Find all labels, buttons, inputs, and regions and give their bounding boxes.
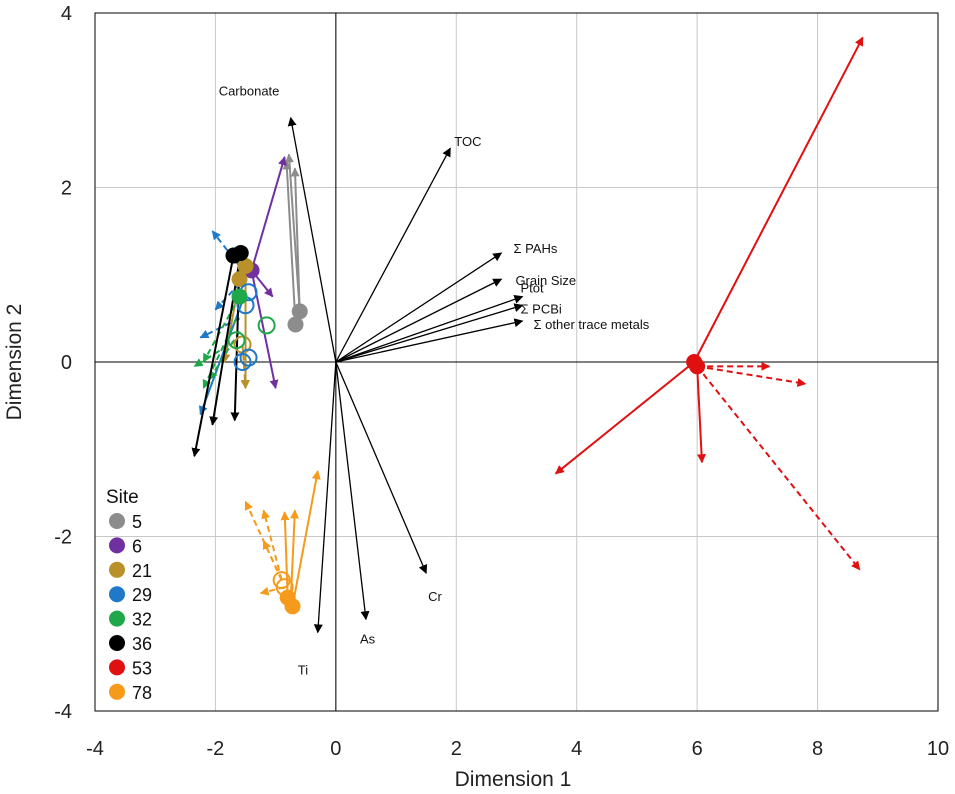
x-tick-label: -2 <box>207 738 225 760</box>
legend-marker <box>109 683 125 700</box>
loading-label: Σ PCBi <box>521 301 562 316</box>
loading-label: Σ other trace metals <box>534 317 650 332</box>
site-5-arrow <box>282 160 297 325</box>
legend-label: 5 <box>132 512 142 532</box>
site-78-arrow <box>261 509 283 581</box>
loading-label: Carbonate <box>219 84 280 99</box>
legend-label: 53 <box>132 658 152 678</box>
site-78-arrow <box>289 509 300 602</box>
y-axis-title: Dimension 2 <box>3 304 26 421</box>
y-tick-label: 4 <box>61 3 72 25</box>
loading-vector <box>335 252 503 363</box>
loading-vector <box>313 361 337 634</box>
loading-vector <box>287 116 337 363</box>
site-29-arrow <box>211 230 241 267</box>
site-78-arrow <box>280 511 290 598</box>
site-21-arrow <box>240 344 250 390</box>
x-axis-title: Dimension 1 <box>455 768 572 791</box>
legend-marker <box>109 635 125 651</box>
x-tick-label: 0 <box>330 738 341 760</box>
site-points <box>225 244 706 615</box>
loading-vector <box>335 147 451 363</box>
site-32-arrow <box>202 296 241 363</box>
loading-label: Grain Size <box>515 273 576 288</box>
site-21-point <box>231 271 248 288</box>
site-36-arrow <box>191 255 235 458</box>
site-6-arrow <box>250 156 287 271</box>
legend-title: Site <box>106 487 139 508</box>
site-53-arrow <box>554 361 695 475</box>
site-5-point <box>291 303 308 320</box>
x-tick-label: 10 <box>927 738 949 760</box>
site-32-point <box>227 331 246 350</box>
x-tick-label: 2 <box>451 738 462 760</box>
legend-marker <box>109 513 125 529</box>
site-53-arrow <box>696 365 807 387</box>
site-78-arrow <box>291 470 321 607</box>
loading-label: TOC <box>454 134 481 149</box>
loading-label: Σ PAHs <box>513 241 557 256</box>
site-78-point <box>284 598 301 615</box>
legend-label: 21 <box>132 561 152 581</box>
site-32-point <box>231 288 248 305</box>
site-5-arrow <box>290 167 301 312</box>
legend-marker <box>109 561 125 578</box>
loading-label: Ptot <box>521 281 545 296</box>
y-tick-label: -4 <box>54 701 72 723</box>
legend-label: 32 <box>132 610 152 630</box>
loading-vector <box>335 278 503 363</box>
site-29-point <box>233 353 252 371</box>
y-tick-label: 2 <box>61 178 72 200</box>
legend-label: 78 <box>132 683 152 703</box>
legend: Site 5 6 21 29 32 36 53 78 <box>106 487 152 703</box>
loading-label: As <box>360 631 376 646</box>
plot-border <box>94 12 939 712</box>
legend-marker <box>109 610 125 627</box>
x-tick-label: 4 <box>571 738 582 760</box>
legend-label: 36 <box>132 634 152 654</box>
y-tick-label: -2 <box>54 527 72 549</box>
site-21-point <box>237 258 254 275</box>
legend-label: 29 <box>132 585 152 605</box>
site-53-arrow <box>693 36 864 363</box>
site-53-arrow <box>696 365 861 571</box>
y-tick-label: 0 <box>61 352 72 374</box>
loading-vector <box>335 318 524 363</box>
x-tick-label: 8 <box>812 738 823 760</box>
site-53-arrow <box>696 366 707 464</box>
loading-vector <box>335 361 428 574</box>
x-tick-label: -4 <box>86 738 104 760</box>
legend-marker <box>109 537 125 554</box>
legend-marker <box>109 659 125 676</box>
site-5-point <box>287 316 304 333</box>
legend-label: 6 <box>132 536 142 556</box>
x-tick-label: 6 <box>692 738 703 760</box>
legend-marker <box>109 586 125 603</box>
loading-label: Cr <box>428 589 442 604</box>
site-36-arrow <box>230 261 241 422</box>
site-78-arrow <box>262 540 283 581</box>
site-53-point <box>689 358 706 375</box>
loading-vector <box>335 361 370 621</box>
site-36-point <box>225 247 242 264</box>
loading-label: Ti <box>298 662 308 677</box>
loading-vector <box>335 294 524 363</box>
tick-labels: -4 -2 0 2 4 6 8 10 -4 -2 0 2 4 <box>54 3 949 760</box>
loading-vector <box>335 303 524 363</box>
site-32-point <box>257 316 276 335</box>
